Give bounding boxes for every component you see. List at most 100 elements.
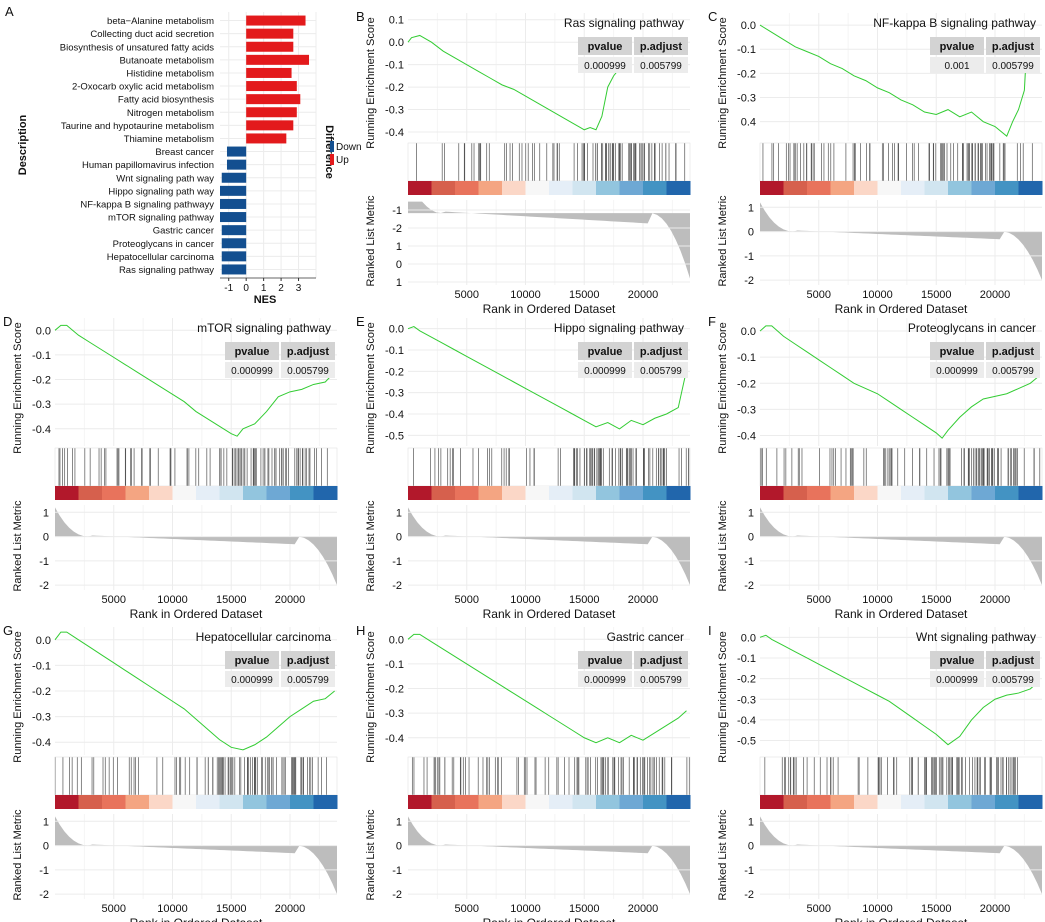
heat-segment [830,486,855,500]
table-value-cell [634,57,688,73]
heat-segment [525,486,550,500]
heat-segment [643,486,667,500]
category-label: Hippo signaling path way [108,186,214,197]
heat-segment [102,795,126,809]
metric-tick-label: 0 [396,259,402,271]
es-tick-label: -0.2 [385,366,404,378]
metric-axis-title: Ranked List Metric [12,500,24,592]
metric-tick-label: 0 [748,841,754,853]
heat-segment [455,486,479,500]
metric-tick-label: -2 [39,580,49,592]
heat-segment [455,181,479,195]
heat-segment [290,795,314,809]
es-curve [759,325,1040,439]
table-value-padjust: 0.005799 [640,366,682,377]
category-label: Proteoglycans in cancer [113,239,214,250]
es-tick-label: -0.1 [385,659,404,671]
metric-tick-label: -2 [392,580,402,592]
metric-tick-label: 1 [396,507,402,519]
es-tick-label: -0.1 [385,345,404,357]
table-header-cell [578,651,632,669]
table-header-pvalue: pvalue [235,346,270,358]
table-value-cell [930,671,984,687]
bar-20 [221,264,247,275]
panel-letter-I: I [708,623,712,638]
heat-segment [760,181,784,195]
table-header-pvalue: pvalue [940,346,975,358]
metric-tick-label: 1 [748,202,754,214]
category-label: Taurine and hypotaurine metabolism [61,121,214,132]
heat-segment [408,795,432,809]
metric-area [408,201,690,279]
category-label: 2-Oxocarb oxylic acid metabolism [72,82,214,93]
metric-tick-label: -2 [39,889,49,901]
panel-letter-E: E [356,314,365,329]
heat-segment [431,486,456,500]
bar-2 [246,28,294,39]
heat-segment [619,795,644,809]
heat-segment [219,795,244,809]
table-header-cell [225,342,279,360]
x-axis-title: Rank in Ordered Dataset [483,916,616,922]
x-tick-label: 5000 [807,903,831,915]
heat-segment [971,486,996,500]
category-label: Hepatocellular carcinoma [107,252,215,263]
panel-letter-G: G [3,623,13,638]
table-header-pvalue: pvalue [235,655,270,667]
table-value-padjust: 0.005799 [640,675,682,686]
heat-segment [313,795,338,809]
bar-12 [226,159,247,170]
es-tick-label: -0.1 [385,60,404,72]
table-value-pvalue: 0.000999 [936,366,978,377]
heat-segment [877,795,902,809]
table-value-padjust: 0.005799 [992,61,1034,72]
metric-tick-label: 0 [748,532,754,544]
heat-segment [549,181,573,195]
heat-segment [1018,795,1043,809]
panel-letter-F: F [708,314,716,329]
panel-letter-C: C [708,9,717,24]
table-header-cell [986,37,1040,55]
category-label: Breast cancer [155,147,214,158]
metric-tick-label: -1 [744,865,754,877]
heat-segment [172,486,197,500]
es-tick-label: -0.3 [32,712,51,724]
pathway-title: NF-kappa B signaling pathway [873,16,1036,30]
category-label: Butanoate metabolism [119,55,214,66]
table-header-cell [578,37,632,55]
bar-1 [246,15,306,26]
hits-frame [407,142,691,182]
x-tick-label: 15000 [569,594,600,606]
heat-segment [78,795,103,809]
heat-segment [854,795,878,809]
es-tick-label: 0.0 [389,324,404,336]
table-value-padjust: 0.005799 [640,61,682,72]
heat-segment [596,486,620,500]
heat-segment [619,181,644,195]
metric-tick-label: -1 [392,205,402,217]
es-curve [54,631,335,751]
es-tick-label: 0.0 [741,20,756,32]
x-axis-title: Rank in Ordered Dataset [835,916,968,922]
heat-segment [549,486,573,500]
es-tick-label: -0.2 [32,375,51,387]
table-header-cell [225,651,279,669]
heat-segment [219,486,244,500]
table-header-cell [986,651,1040,669]
x-tick-label: 20000 [275,594,306,606]
heat-segment [596,181,620,195]
x-tick-label: 15000 [216,903,247,915]
heat-segment [266,486,291,500]
table-value-cell [281,362,335,378]
x-tick-label: 15000 [921,594,952,606]
x-tick-label: 15000 [921,289,952,301]
heat-segment [102,486,126,500]
metric-area [760,507,1042,586]
metric-tick-label: 1 [396,277,402,289]
table-value-padjust: 0.005799 [287,366,329,377]
x-tick-label: 2 [278,283,284,294]
heat-segment [455,795,479,809]
table-value-pvalue: 0.000999 [231,675,273,686]
table-header-pvalue: pvalue [588,655,623,667]
table-value-cell [986,57,1040,73]
